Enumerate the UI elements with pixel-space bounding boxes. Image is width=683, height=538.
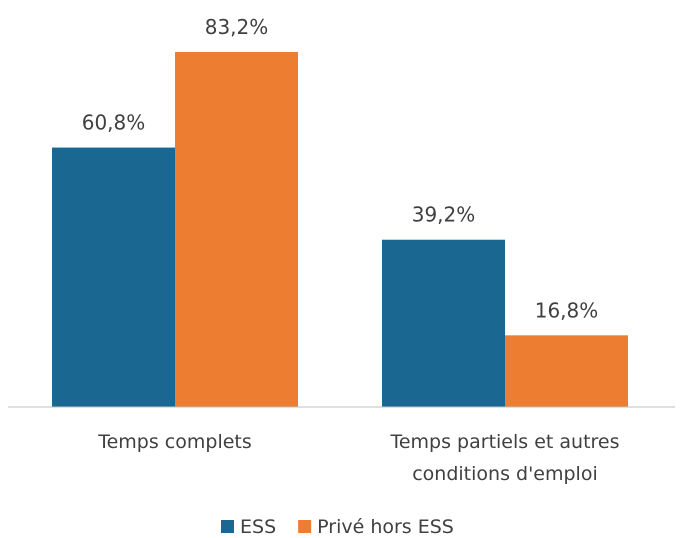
bar: [175, 51, 298, 408]
data-label: 16,8%: [535, 298, 599, 322]
data-label: 60,8%: [82, 111, 146, 135]
x-tick-label: Temps partiels et autres conditions d'em…: [390, 431, 620, 485]
bar: [52, 147, 175, 407]
bar: [382, 239, 505, 407]
legend-label: ESS: [240, 516, 276, 538]
bar: [505, 335, 628, 407]
legend-swatch: [221, 520, 234, 533]
data-label: 39,2%: [412, 203, 476, 227]
legend-label: Privé hors ESS: [317, 516, 454, 538]
legend-swatch: [298, 520, 312, 533]
x-tick-label: Temps complets: [98, 431, 252, 453]
data-label: 83,2%: [205, 15, 269, 39]
